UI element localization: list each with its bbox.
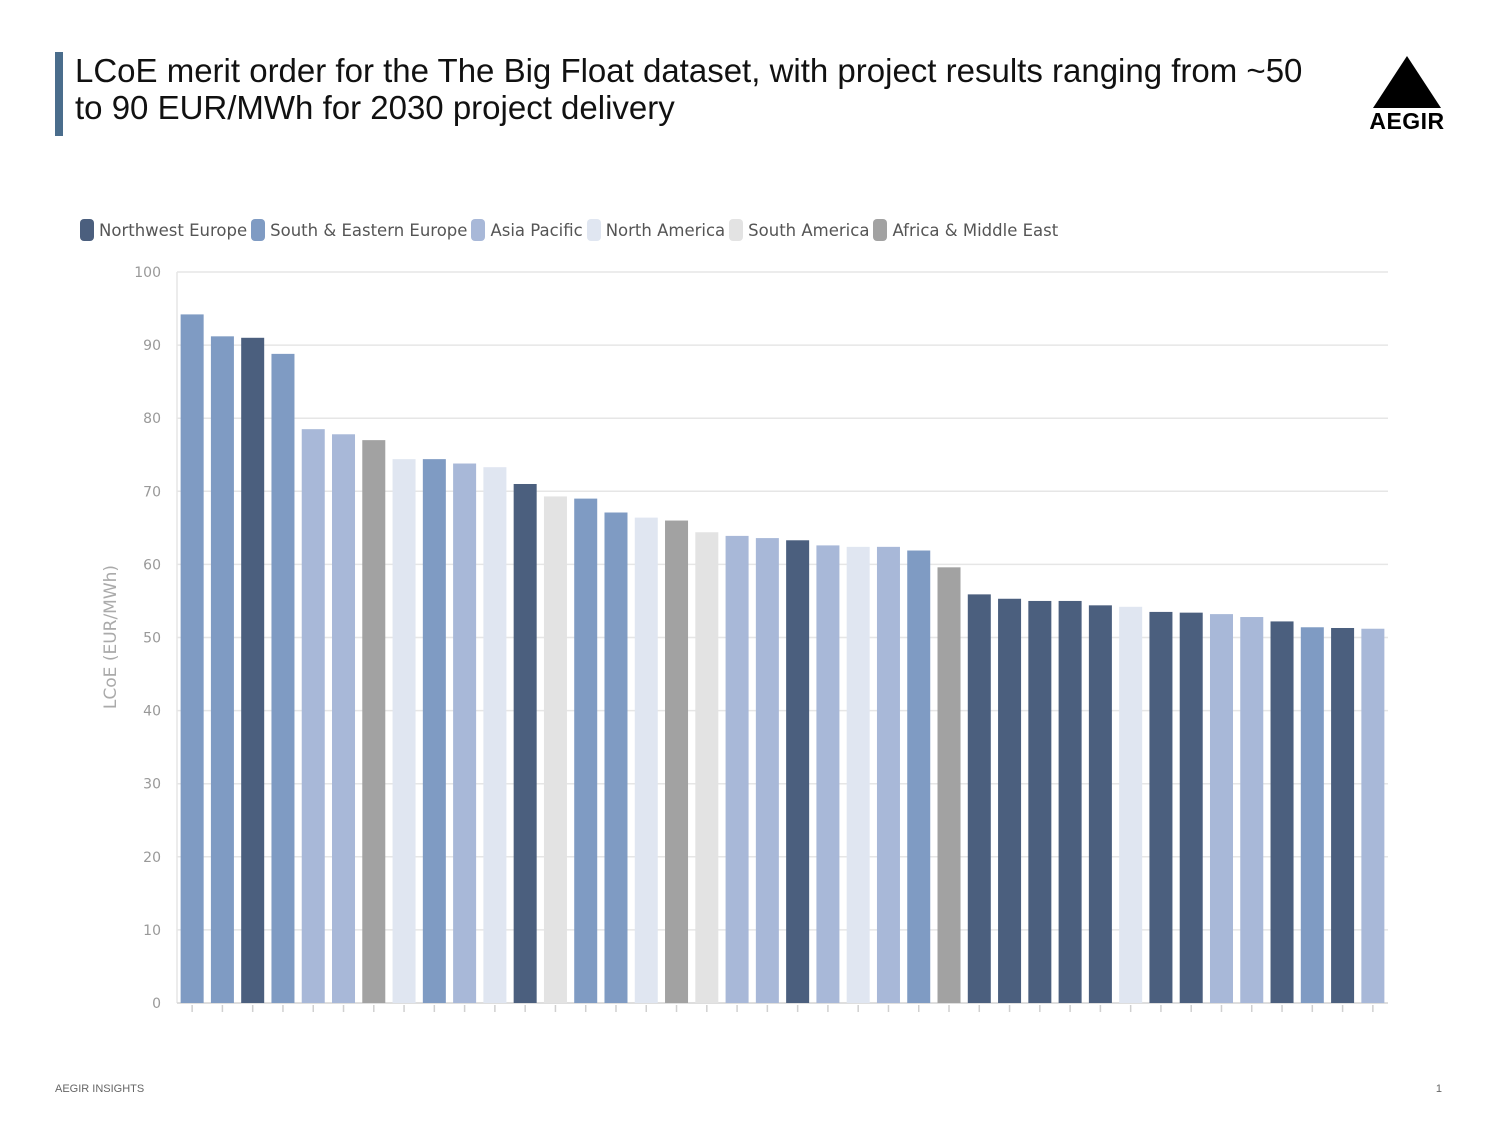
legend-label: North America bbox=[605, 220, 726, 240]
bar bbox=[604, 512, 628, 1003]
aegir-logo: AEGIR bbox=[1362, 56, 1452, 136]
bar bbox=[1149, 611, 1173, 1003]
triangle-logo-icon bbox=[1373, 56, 1441, 108]
bar bbox=[755, 538, 779, 1003]
footer-brand: AEGIR INSIGHTS bbox=[55, 1083, 145, 1095]
y-tick-label: 80 bbox=[143, 411, 161, 427]
bar bbox=[180, 314, 204, 1003]
bar bbox=[634, 517, 658, 1003]
bar bbox=[362, 440, 386, 1003]
bar bbox=[332, 434, 356, 1004]
slide-title: LCoE merit order for the The Big Float d… bbox=[75, 52, 1303, 126]
bar bbox=[422, 459, 446, 1003]
bar bbox=[937, 567, 961, 1003]
legend-item: South America bbox=[729, 219, 869, 241]
y-tick-label: 90 bbox=[143, 338, 161, 354]
bar bbox=[1088, 605, 1112, 1003]
bar bbox=[392, 459, 416, 1003]
bar bbox=[271, 353, 295, 1003]
bar bbox=[1331, 627, 1355, 1003]
legend-label: South & Eastern Europe bbox=[270, 220, 468, 240]
bar bbox=[1119, 606, 1143, 1003]
bar bbox=[1361, 628, 1385, 1003]
page-number: 1 bbox=[1435, 1083, 1442, 1095]
legend-item: Northwest Europe bbox=[80, 219, 247, 241]
bar bbox=[210, 336, 234, 1003]
y-tick-label: 10 bbox=[143, 923, 161, 939]
bar bbox=[967, 594, 991, 1003]
y-tick-label: 40 bbox=[143, 704, 161, 720]
chart-legend: Northwest Europe South & Eastern Europe As… bbox=[80, 218, 1062, 242]
y-tick-label: 20 bbox=[143, 850, 161, 866]
bar bbox=[846, 546, 870, 1003]
bar bbox=[695, 532, 719, 1003]
bar bbox=[876, 546, 900, 1003]
legend-label: South America bbox=[748, 220, 870, 240]
bar bbox=[241, 337, 265, 1003]
legend-swatch bbox=[251, 219, 266, 241]
bar bbox=[301, 429, 325, 1003]
bar bbox=[1209, 614, 1233, 1003]
bar bbox=[725, 535, 749, 1003]
bar bbox=[513, 483, 537, 1003]
title-accent-bar bbox=[55, 52, 63, 136]
bar bbox=[1179, 612, 1203, 1003]
y-tick-label: 50 bbox=[143, 631, 161, 647]
bar bbox=[998, 598, 1022, 1003]
legend-item: Africa & Middle East bbox=[873, 219, 1058, 241]
bar bbox=[907, 550, 931, 1003]
y-axis-title: LCoE (EUR/MWh) bbox=[101, 565, 121, 709]
legend-label: Africa & Middle East bbox=[892, 220, 1059, 240]
bar bbox=[1240, 617, 1264, 1003]
legend-item: South & Eastern Europe bbox=[251, 219, 467, 241]
bar bbox=[1058, 600, 1082, 1003]
bar bbox=[1028, 600, 1052, 1003]
legend-swatch bbox=[80, 219, 94, 241]
legend-label: Asia Pacific bbox=[490, 220, 583, 240]
legend-swatch bbox=[586, 219, 601, 241]
legend-swatch bbox=[729, 219, 744, 241]
bar bbox=[1300, 627, 1324, 1003]
bar bbox=[543, 496, 567, 1003]
bar bbox=[816, 545, 840, 1003]
y-tick-label: 60 bbox=[143, 557, 161, 573]
bar bbox=[665, 520, 689, 1003]
bar bbox=[574, 498, 598, 1003]
logo-text: AEGIR bbox=[1369, 108, 1445, 134]
y-tick-label: 100 bbox=[134, 265, 161, 281]
bar bbox=[786, 540, 810, 1003]
legend-swatch bbox=[873, 219, 888, 241]
legend-swatch bbox=[471, 219, 486, 241]
legend-label: Northwest Europe bbox=[99, 220, 248, 240]
bar bbox=[453, 463, 477, 1004]
bar bbox=[483, 467, 507, 1003]
y-tick-label: 30 bbox=[143, 777, 161, 793]
legend-item: Asia Pacific bbox=[471, 219, 583, 241]
legend-item: North America bbox=[586, 219, 726, 241]
bar bbox=[1270, 621, 1294, 1003]
y-tick-label: 0 bbox=[152, 996, 161, 1012]
y-tick-label: 70 bbox=[143, 484, 161, 500]
